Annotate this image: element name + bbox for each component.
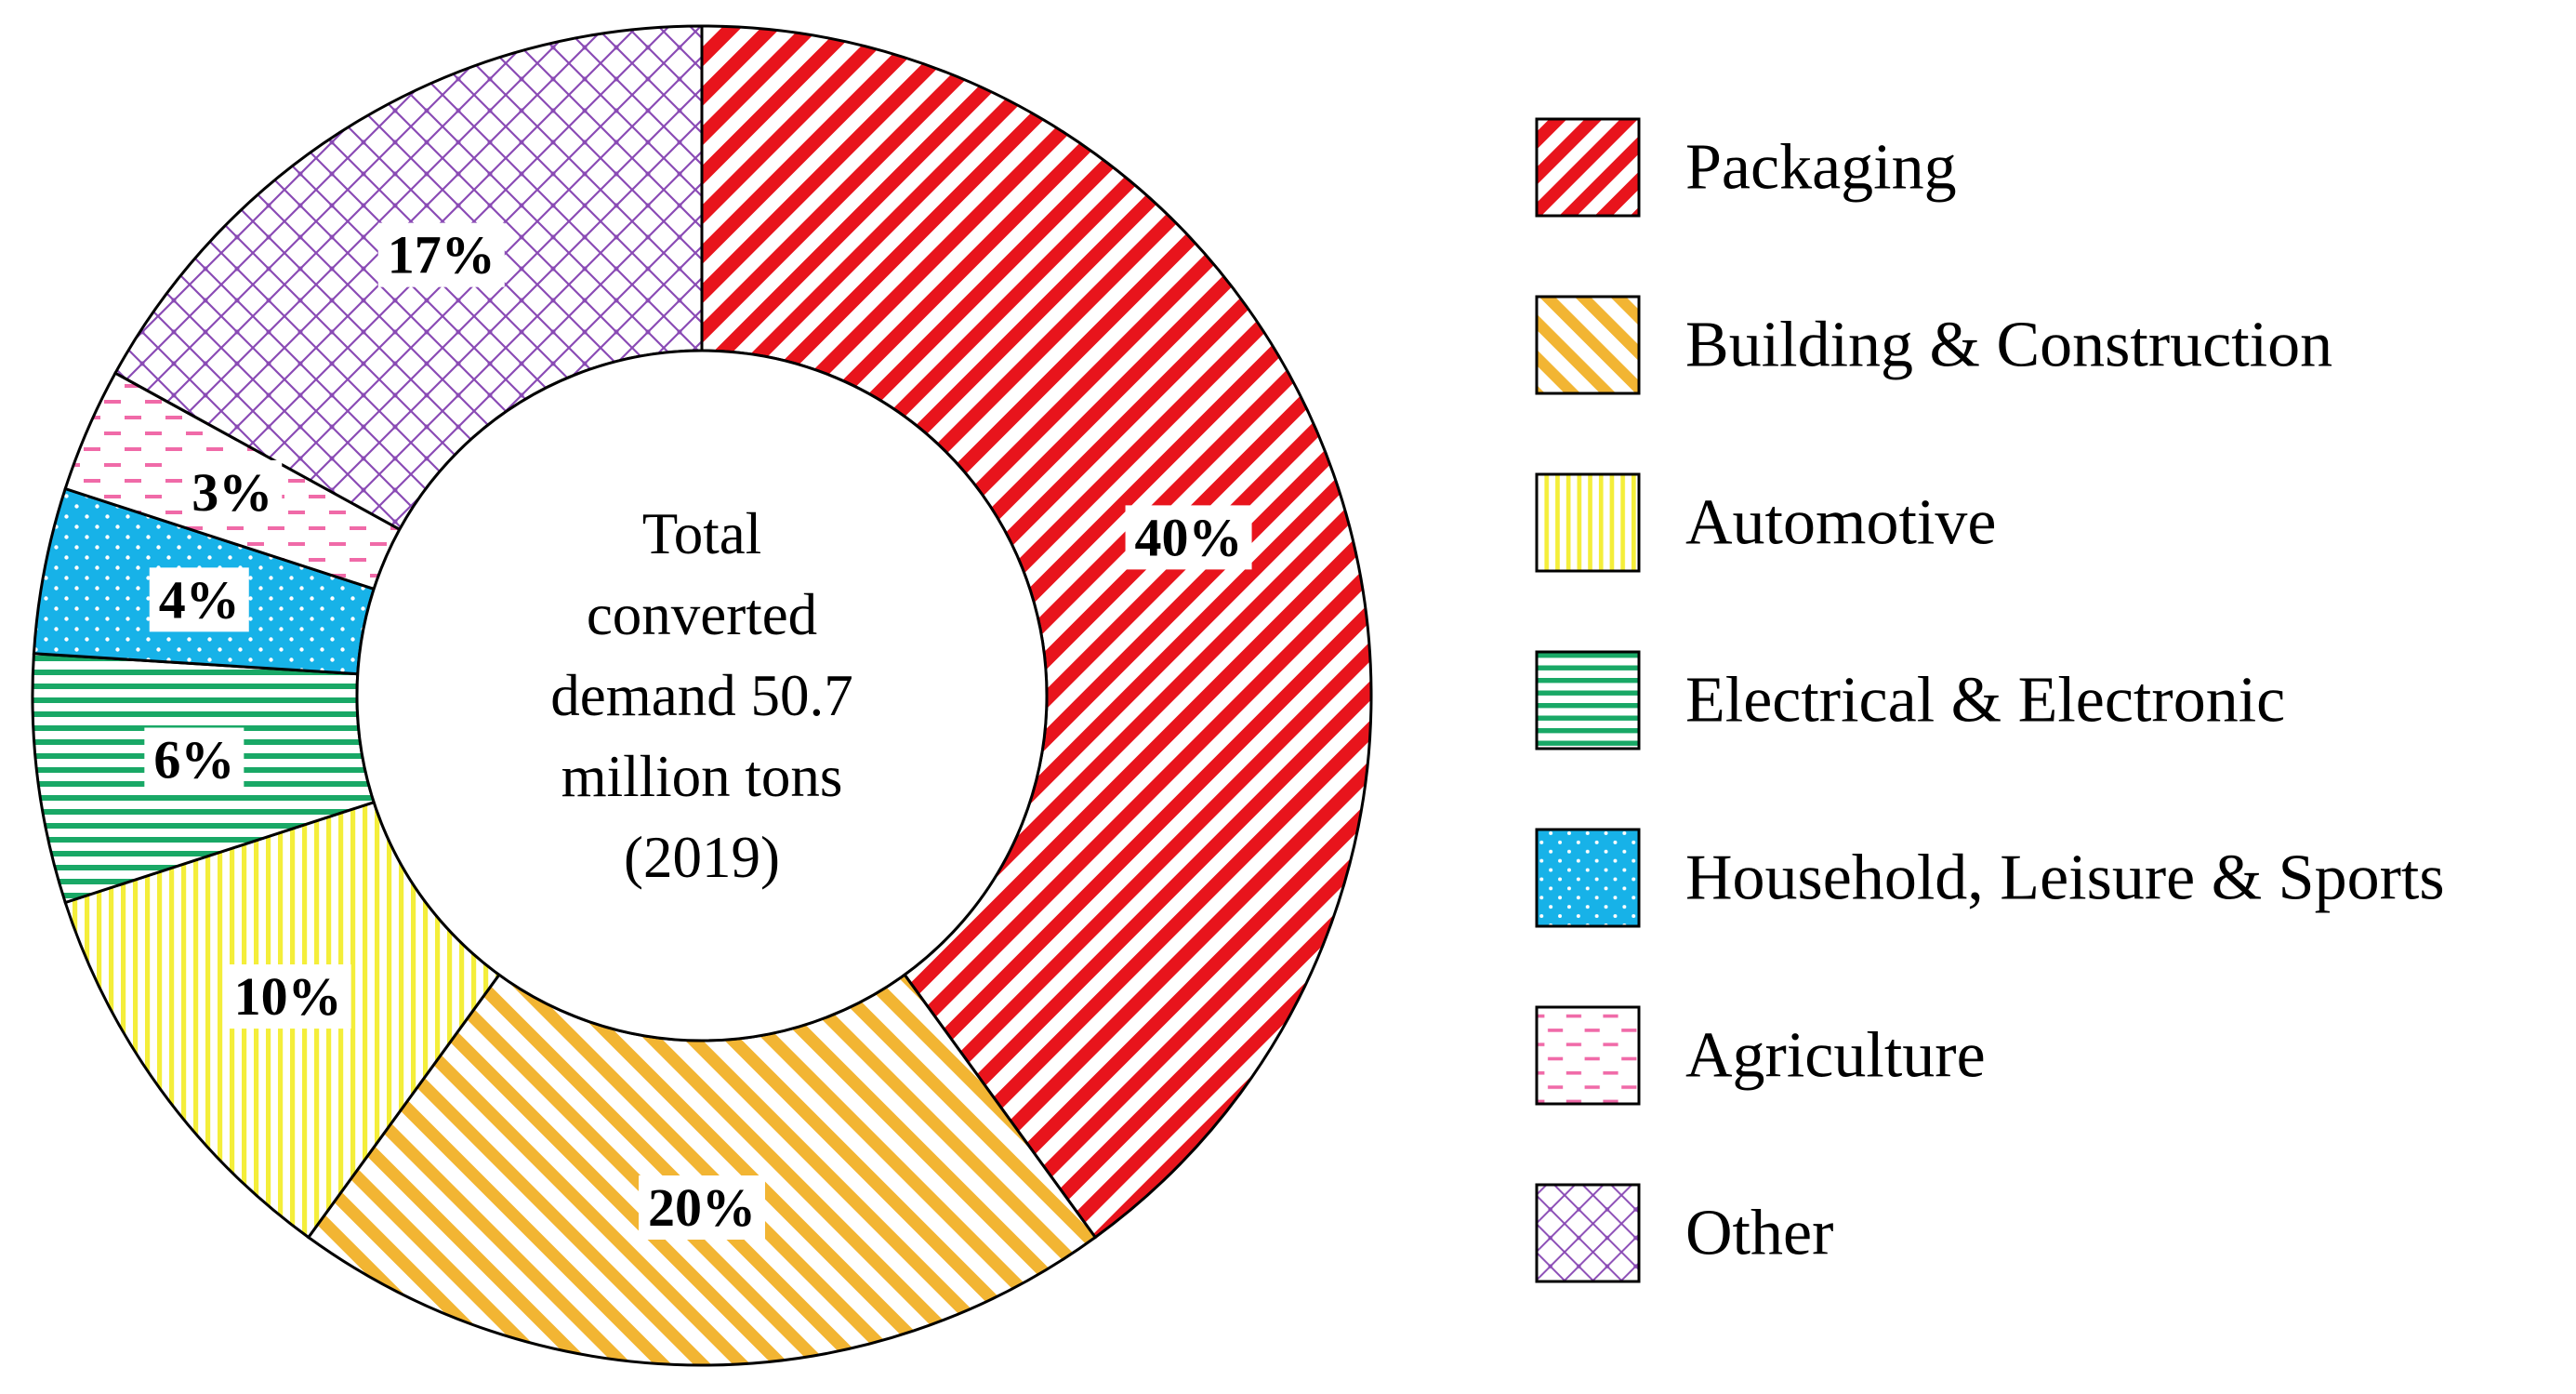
- slice-label-agriculture: 3%: [182, 459, 283, 524]
- center-text-line: million tons: [561, 744, 843, 809]
- legend-item-automotive: Automotive: [1535, 472, 1996, 573]
- legend-label-household-leisure-sports: Household, Leisure & Sports: [1685, 843, 2445, 914]
- legend-swatch-agriculture: [1535, 1005, 1641, 1106]
- legend-label-packaging: Packaging: [1685, 132, 1957, 204]
- legend-label-other: Other: [1685, 1198, 1833, 1269]
- center-text-line: demand 50.7: [550, 663, 852, 728]
- legend-swatch-electrical-electronic: [1535, 650, 1641, 750]
- legend-swatch-household-leisure-sports: [1535, 828, 1641, 928]
- slice-label-electrical-electronic: 6%: [144, 727, 244, 792]
- legend-label-automotive: Automotive: [1685, 487, 1996, 559]
- slice-label-text-agriculture: 3%: [192, 462, 272, 523]
- center-text-line: Total: [642, 501, 762, 566]
- slice-label-household-leisure-sports: 4%: [149, 567, 249, 632]
- legend-item-other: Other: [1535, 1183, 1833, 1283]
- slice-label-other: 17%: [377, 222, 505, 287]
- legend: Packaging Building & Construction Automoti…: [1535, 117, 2445, 1283]
- center-text-line: converted: [587, 582, 817, 647]
- slice-label-text-packaging: 40%: [1135, 507, 1243, 567]
- legend-label-agriculture: Agriculture: [1685, 1020, 1986, 1092]
- legend-swatch-packaging: [1535, 117, 1641, 218]
- slice-label-bg-other: [377, 222, 505, 287]
- legend-swatch-other: [1535, 1183, 1641, 1283]
- legend-item-household-leisure-sports: Household, Leisure & Sports: [1535, 828, 2445, 928]
- center-text-line: (2019): [624, 825, 780, 890]
- slice-label-bg-packaging: [1125, 505, 1252, 570]
- legend-swatch-building-construction: [1535, 295, 1641, 395]
- slice-percent-labels: 40% 20% 10% 6% 4% 3% 17%: [144, 222, 1252, 1240]
- legend-item-agriculture: Agriculture: [1535, 1005, 1986, 1106]
- legend-item-packaging: Packaging: [1535, 117, 1957, 218]
- slice-label-text-building-construction: 20%: [648, 1177, 756, 1238]
- legend-item-electrical-electronic: Electrical & Electronic: [1535, 650, 2285, 750]
- legend-item-building-construction: Building & Construction: [1535, 295, 2332, 395]
- legend-swatch-automotive: [1535, 472, 1641, 573]
- legend-label-building-construction: Building & Construction: [1685, 310, 2332, 381]
- slice-label-bg-automotive: [224, 964, 351, 1029]
- slice-label-text-automotive: 10%: [234, 966, 342, 1027]
- slice-label-packaging: 40%: [1125, 505, 1252, 570]
- slice-label-bg-building-construction: [639, 1175, 765, 1240]
- slice-label-bg-household-leisure-sports: [149, 567, 249, 632]
- slice-label-bg-agriculture: [182, 459, 283, 524]
- slice-label-building-construction: 20%: [639, 1175, 765, 1240]
- slice-label-text-household-leisure-sports: 4%: [159, 569, 240, 630]
- center-text: Total converted demand 50.7 million tons (20…: [550, 501, 852, 890]
- legend-label-electrical-electronic: Electrical & Electronic: [1685, 665, 2285, 737]
- slice-label-text-other: 17%: [388, 225, 495, 285]
- slice-label-text-electrical-electronic: 6%: [153, 729, 234, 790]
- slice-label-automotive: 10%: [224, 964, 351, 1029]
- donut-center-hole: [355, 349, 1049, 1042]
- slice-label-bg-electrical-electronic: [144, 727, 244, 792]
